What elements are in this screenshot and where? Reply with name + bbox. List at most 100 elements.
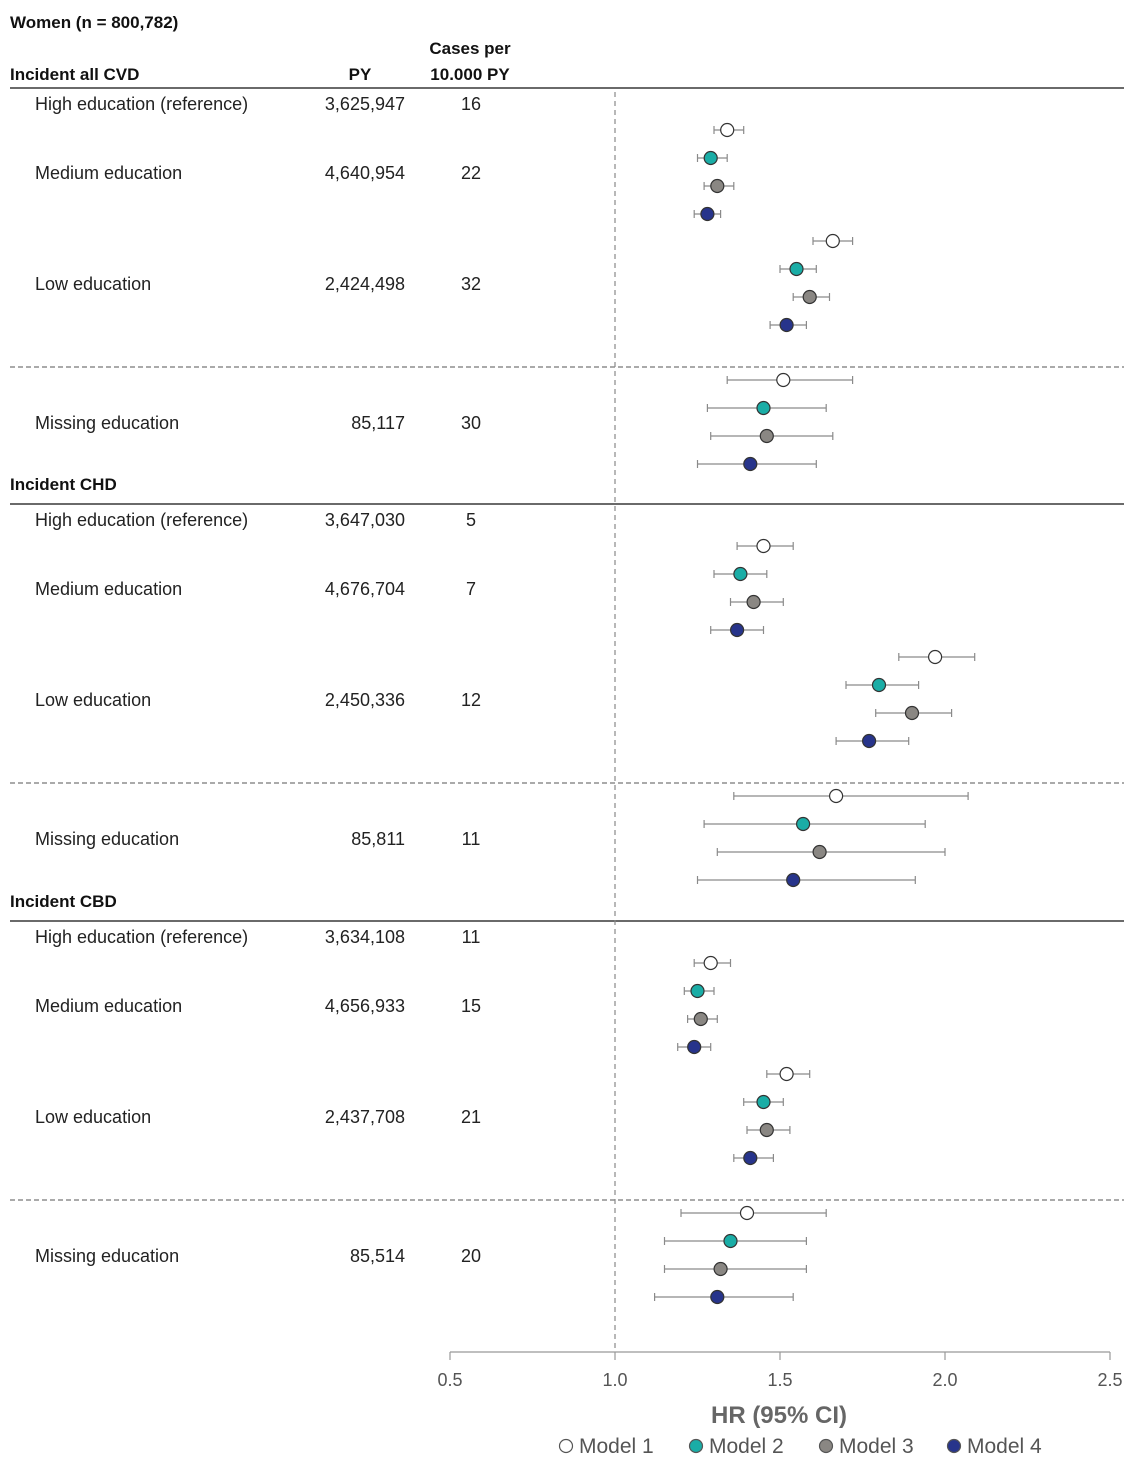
estimate-model-1 (766, 1066, 811, 1082)
legend-marker (688, 1438, 704, 1454)
cases-value: 32 (461, 274, 481, 294)
row-label: Low education (35, 690, 151, 710)
x-tick-label: 2.0 (932, 1370, 957, 1390)
hr-point (756, 538, 771, 554)
hr-point (759, 1122, 774, 1138)
estimate-model-3 (875, 705, 953, 721)
estimate-model-2 (779, 261, 817, 277)
estimate-model-3 (716, 844, 946, 860)
hr-point (786, 872, 801, 888)
legend-label: Model 3 (839, 1435, 914, 1458)
legend-marker (558, 1438, 574, 1454)
x-tick-label: 0.5 (437, 1370, 462, 1390)
estimate-model-2 (845, 677, 920, 693)
estimate-model-1 (733, 788, 969, 804)
hr-point (746, 594, 761, 610)
estimate-model-3 (686, 1011, 718, 1027)
estimate-model-4 (696, 872, 916, 888)
x-tick-label: 1.0 (602, 1370, 627, 1390)
hr-point (776, 372, 791, 388)
hr-point (904, 705, 920, 721)
estimate-model-4 (696, 456, 817, 472)
py-value: 2,450,336 (325, 690, 405, 710)
legend-item-model-4: Model 4 (946, 1435, 1042, 1458)
estimate-model-1 (898, 649, 976, 665)
estimate-model-1 (713, 122, 745, 138)
row-label: Missing education (35, 829, 179, 849)
hr-point (789, 261, 804, 277)
legend-item-model-1: Model 1 (558, 1435, 654, 1458)
hr-point (828, 788, 844, 804)
hr-point (703, 955, 718, 971)
cases-value: 5 (466, 510, 476, 530)
estimate-model-4 (733, 1150, 775, 1166)
cases-value: 7 (466, 579, 476, 599)
section-heading: Incident all CVD (10, 65, 139, 84)
hr-point (743, 456, 758, 472)
section-heading: Incident CHD (10, 475, 117, 494)
estimate-model-3 (792, 289, 831, 305)
py-value: 85,117 (351, 413, 405, 433)
py-header: PY (349, 65, 372, 84)
estimate-model-3 (703, 178, 735, 194)
hr-point (756, 400, 771, 416)
legend-item-model-2: Model 2 (688, 1435, 784, 1458)
hr-point (802, 289, 817, 305)
cases-value: 16 (461, 94, 481, 114)
cases-value: 20 (461, 1246, 481, 1266)
row-label: High education (reference) (35, 927, 248, 947)
estimate-model-4 (710, 622, 765, 638)
row-label: Missing education (35, 413, 179, 433)
cases-value: 15 (461, 996, 481, 1016)
row-label: Medium education (35, 579, 182, 599)
estimate-model-2 (706, 400, 827, 416)
hr-point (743, 1150, 758, 1166)
row-label: Missing education (35, 1246, 179, 1266)
hr-point (693, 1011, 708, 1027)
estimate-model-2 (696, 150, 728, 166)
hr-point (825, 233, 840, 249)
estimate-model-3 (663, 1261, 808, 1277)
estimate-model-4 (677, 1039, 712, 1055)
row-label: High education (reference) (35, 510, 248, 530)
py-value: 2,424,498 (325, 274, 405, 294)
cases-header-line2: 10.000 PY (430, 65, 510, 84)
legend-marker (946, 1438, 962, 1454)
section-heading: Incident CBD (10, 892, 117, 911)
x-axis: 0.5 1.0 1.5 2.0 2.5 (437, 1351, 1123, 1390)
estimate-model-1 (693, 955, 732, 971)
hr-point (700, 206, 715, 222)
row-label: Medium education (35, 163, 182, 183)
x-tick-label: 2.5 (1097, 1370, 1122, 1390)
hr-point (739, 1205, 755, 1221)
hr-point (871, 677, 887, 693)
estimate-model-3 (729, 594, 784, 610)
py-value: 3,625,947 (325, 94, 405, 114)
estimate-model-3 (710, 428, 834, 444)
row-label: Medium education (35, 996, 182, 1016)
hr-point (861, 733, 877, 749)
cases-value: 21 (461, 1107, 481, 1127)
hr-point (729, 622, 745, 638)
hr-point (927, 649, 943, 665)
plot-area (614, 92, 976, 1352)
estimate-model-4 (653, 1289, 794, 1305)
hr-point (723, 1233, 738, 1249)
py-value: 85,514 (350, 1246, 405, 1266)
estimate-model-2 (683, 983, 715, 999)
hr-point (720, 122, 735, 138)
estimate-model-1 (680, 1205, 827, 1221)
estimate-model-3 (746, 1122, 791, 1138)
figure-title: Women (n = 800,782) (10, 13, 178, 32)
cases-value: 22 (461, 163, 481, 183)
hr-point (733, 566, 748, 582)
py-value: 4,640,954 (325, 163, 405, 183)
hr-point (756, 1094, 771, 1110)
hr-point (779, 1066, 794, 1082)
row-label: Low education (35, 1107, 151, 1127)
estimate-model-2 (663, 1233, 808, 1249)
hr-point (710, 1289, 725, 1305)
cases-value: 12 (461, 690, 481, 710)
cases-value: 30 (461, 413, 481, 433)
